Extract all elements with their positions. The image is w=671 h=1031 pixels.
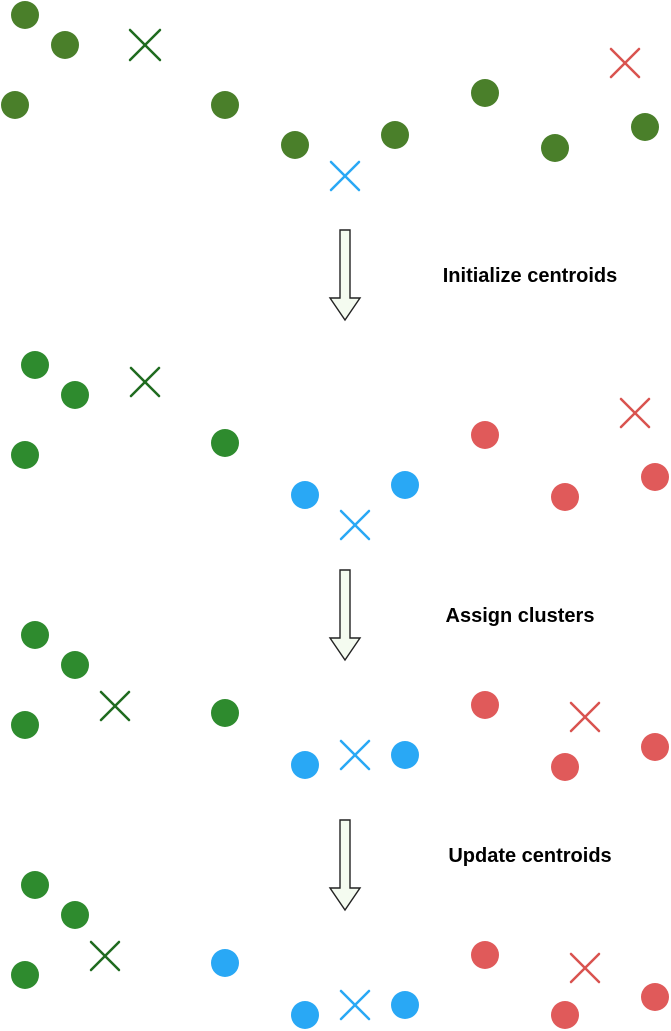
centroid-x-icon-reassigned-green-centroid	[89, 940, 121, 972]
centroid-x-icon-assigned-red-centroid	[619, 397, 651, 429]
data-point-updated-red	[471, 691, 499, 719]
data-point-reassigned-green	[21, 871, 49, 899]
centroid-x-icon-reassigned-blue	[339, 989, 371, 1021]
data-point-reassigned-green	[61, 901, 89, 929]
data-point-assigned-red	[551, 483, 579, 511]
centroid-x-icon-updated-green-centroid	[99, 690, 131, 722]
data-point-assigned-green	[11, 441, 39, 469]
data-point-reassigned-blue	[291, 1001, 319, 1029]
centroid-x-icon-updated-blue	[339, 739, 371, 771]
data-point-updated-blue	[291, 751, 319, 779]
step-label-initialize-centroids: Initialize centroids	[443, 265, 617, 287]
data-point-initial-green-initial	[1, 91, 29, 119]
data-point-initial-green-initial	[381, 121, 409, 149]
data-point-updated-green	[211, 699, 239, 727]
centroid-x-icon-assigned-green-centroid	[129, 366, 161, 398]
data-point-assigned-blue	[391, 471, 419, 499]
data-point-initial-green-initial	[471, 79, 499, 107]
data-point-assigned-green	[211, 429, 239, 457]
centroid-x-icon-reassigned-red-centroid	[569, 952, 601, 984]
step-label-update-centroids: Update centroids	[448, 845, 611, 867]
data-point-initial-green-initial	[541, 134, 569, 162]
data-point-reassigned-red	[551, 1001, 579, 1029]
down-arrow-icon-3	[328, 819, 362, 912]
data-point-reassigned-green	[11, 961, 39, 989]
data-point-initial-green-initial	[631, 113, 659, 141]
data-point-reassigned-red	[471, 941, 499, 969]
data-point-updated-green	[11, 711, 39, 739]
centroid-x-icon-assigned-blue	[339, 509, 371, 541]
data-point-initial-green-initial	[281, 131, 309, 159]
centroid-x-icon-initial-green-centroid	[128, 28, 162, 62]
data-point-initial-green-initial	[51, 31, 79, 59]
data-point-initial-green-initial	[11, 1, 39, 29]
data-point-reassigned-blue	[391, 991, 419, 1019]
centroid-x-icon-initial-blue	[329, 160, 361, 192]
data-point-assigned-red	[641, 463, 669, 491]
data-point-reassigned-blue	[211, 949, 239, 977]
down-arrow-icon-2	[328, 569, 362, 662]
down-arrow-icon-1	[328, 229, 362, 322]
data-point-initial-green-initial	[211, 91, 239, 119]
data-point-assigned-blue	[291, 481, 319, 509]
data-point-assigned-green	[21, 351, 49, 379]
data-point-updated-green	[21, 621, 49, 649]
data-point-updated-red	[551, 753, 579, 781]
data-point-assigned-green	[61, 381, 89, 409]
data-point-updated-green	[61, 651, 89, 679]
centroid-x-icon-updated-red-centroid	[569, 701, 601, 733]
data-point-updated-blue	[391, 741, 419, 769]
centroids-layer	[89, 28, 651, 1021]
data-point-reassigned-red	[641, 983, 669, 1011]
step-label-assign-clusters: Assign clusters	[446, 605, 595, 627]
arrows-layer	[328, 229, 362, 912]
data-point-assigned-red	[471, 421, 499, 449]
data-point-updated-red	[641, 733, 669, 761]
centroid-x-icon-initial-red-centroid	[609, 47, 641, 79]
